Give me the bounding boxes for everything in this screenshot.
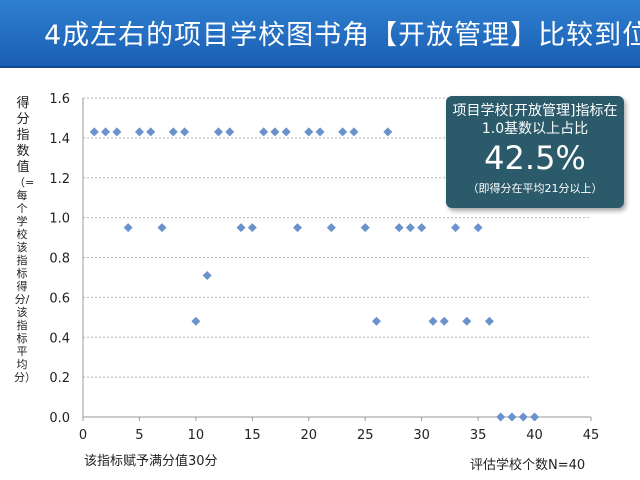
data-point-marker	[484, 316, 494, 326]
data-point-marker	[202, 270, 212, 280]
data-point-marker	[225, 127, 235, 137]
callout-description: 项目学校[开放管理]指标在1.0基数以上占比	[452, 103, 618, 137]
data-point-marker	[236, 223, 246, 233]
data-point-marker	[326, 223, 336, 233]
data-point-marker	[462, 316, 472, 326]
data-point-marker	[530, 412, 540, 422]
data-point-marker	[394, 223, 404, 233]
data-point-marker	[383, 127, 393, 137]
max-score-note: 该指标赋予满分值30分	[84, 454, 218, 469]
x-tick-label: 10	[188, 428, 205, 443]
page-title: 4成左右的项目学校图书角【开放管理】比较到位	[44, 20, 640, 51]
y-tick-label: 1.2	[49, 172, 70, 187]
data-point-marker	[259, 127, 269, 137]
x-tick-label: 20	[301, 428, 318, 443]
data-point-marker	[270, 127, 280, 137]
data-point-marker	[157, 223, 167, 233]
y-tick-label: 1.4	[49, 132, 70, 147]
data-point-marker	[428, 316, 438, 326]
data-point-marker	[180, 127, 190, 137]
summary-callout: 项目学校[开放管理]指标在1.0基数以上占比 42.5% （即得分在平均21分以…	[446, 96, 624, 208]
data-point-marker	[213, 127, 223, 137]
data-point-marker	[439, 316, 449, 326]
data-point-marker	[315, 127, 325, 137]
data-point-marker	[281, 127, 291, 137]
data-point-marker	[168, 127, 178, 137]
data-point-marker	[191, 316, 201, 326]
data-point-marker	[101, 127, 111, 137]
data-point-marker	[292, 223, 302, 233]
x-tick-label: 15	[244, 428, 261, 443]
y-tick-label: 1.0	[49, 212, 70, 227]
sample-size-note: 评估学校个数N=40	[470, 458, 586, 473]
data-point-marker	[349, 127, 359, 137]
data-point-marker	[451, 223, 461, 233]
data-point-marker	[518, 412, 528, 422]
y-tick-label: 1.6	[49, 92, 70, 107]
data-point-marker	[372, 316, 382, 326]
x-tick-label: 25	[357, 428, 374, 443]
data-point-marker	[112, 127, 122, 137]
x-tick-label: 45	[583, 428, 600, 443]
data-point-marker	[123, 223, 133, 233]
data-point-marker	[338, 127, 348, 137]
y-tick-label: 0.4	[49, 331, 70, 346]
y-tick-label: 0.8	[49, 252, 70, 267]
data-point-marker	[405, 223, 415, 233]
x-tick-label: 5	[135, 428, 143, 443]
data-point-marker	[360, 223, 370, 233]
callout-note: （即得分在平均21分以上）	[467, 182, 603, 195]
y-axis-label: 得分指数值	[16, 96, 30, 175]
data-point-marker	[473, 223, 483, 233]
x-tick-label: 30	[413, 428, 430, 443]
y-tick-label: 0.0	[49, 411, 70, 426]
x-tick-label: 35	[470, 428, 487, 443]
title-bar: 4成左右的项目学校图书角【开放管理】比较到位	[0, 0, 640, 68]
data-point-marker	[247, 223, 257, 233]
data-point-marker	[417, 223, 427, 233]
data-point-marker	[89, 127, 99, 137]
data-point-marker	[304, 127, 314, 137]
callout-percentage: 42.5%	[484, 139, 586, 177]
y-tick-label: 0.6	[49, 291, 70, 306]
data-point-marker	[146, 127, 156, 137]
y-tick-label: 0.2	[49, 371, 70, 386]
data-point-marker	[496, 412, 506, 422]
data-point-marker	[507, 412, 517, 422]
x-tick-label: 0	[79, 428, 87, 443]
data-point-marker	[134, 127, 144, 137]
x-tick-label: 40	[526, 428, 543, 443]
